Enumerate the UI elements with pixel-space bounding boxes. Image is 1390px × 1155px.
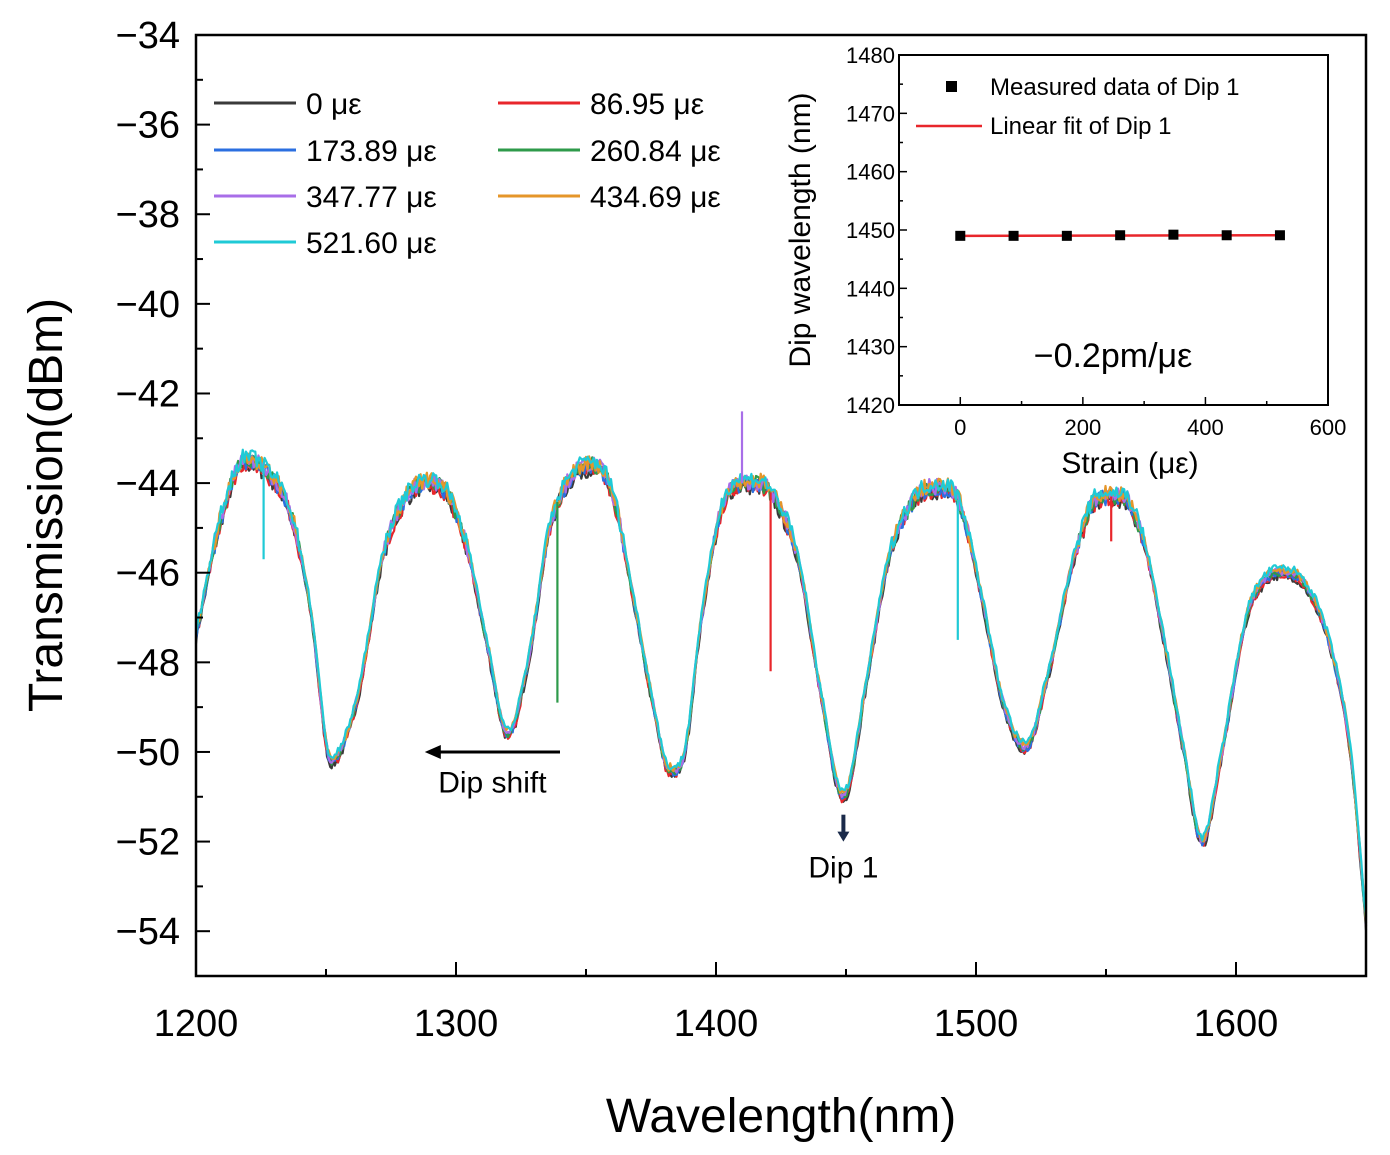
- inset-y-tick-label: 1450: [846, 218, 895, 243]
- main-y-tick-label: −54: [116, 911, 180, 953]
- inset-points: [955, 229, 1285, 241]
- spectra-group: [194, 448, 1368, 931]
- legend-label-4: 347.77 με: [306, 181, 437, 214]
- inset-data-point: [1221, 230, 1232, 241]
- main-y-tick-label: −38: [116, 194, 180, 236]
- spectrum-line: [194, 453, 1368, 918]
- inset-slope-annotation: −0.2pm/με: [1034, 337, 1193, 375]
- spectrum-line: [194, 454, 1368, 923]
- main-y-tick-label: −40: [116, 284, 180, 326]
- spectrum-line: [194, 451, 1368, 923]
- inset-data-point: [955, 230, 966, 241]
- main-x-ticks: 1200 1300 1400 1500 1600: [154, 962, 1279, 1045]
- dip-1-label: Dip 1: [808, 851, 878, 884]
- legend-label-6: 521.60 με: [306, 227, 437, 260]
- main-y-tick-label: −50: [116, 732, 180, 774]
- inset-y-tick-label: 1470: [846, 101, 895, 126]
- main-x-tick-label: 1400: [674, 1003, 759, 1045]
- inset-data-point: [1168, 229, 1179, 240]
- inset-legend-label-1: Linear fit of Dip 1: [990, 113, 1171, 140]
- dip-1-arrowhead: [837, 831, 850, 842]
- main-y-tick-label: −46: [116, 553, 180, 595]
- legend-label-1: 86.95 με: [590, 88, 704, 121]
- inset-x-tick-label: 0: [954, 415, 966, 440]
- inset-data-point: [1115, 230, 1126, 241]
- annotations: Dip shift Dip 1: [424, 744, 878, 884]
- main-y-ticks: −54 −52 −50 −48 −46 −44 −42 −40 −38 −36 −34: [116, 15, 210, 977]
- spectrum-line: [194, 448, 1368, 917]
- legend-label-5: 434.69 με: [590, 181, 721, 214]
- dip-shift-label: Dip shift: [438, 766, 547, 799]
- main-y-tick-label: −52: [116, 822, 180, 864]
- inset-legend-label-0: Measured data of Dip 1: [990, 74, 1239, 101]
- spectrum-line: [194, 455, 1368, 927]
- main-x-tick-label: 1300: [414, 1003, 499, 1045]
- dip-shift-arrowhead: [424, 744, 441, 759]
- main-y-tick-label: −34: [116, 15, 180, 57]
- spectrum-line: [194, 453, 1368, 926]
- main-plot: 1200 1300 1400 1500 1600 −54−52−50−48−46−44−…: [20, 15, 1368, 1143]
- inset-y-tick-label: 1480: [846, 43, 895, 68]
- main-legend: 0 με 86.95 με 173.89 με 260.84 με 347.77…: [214, 88, 721, 260]
- main-plot-frame: [194, 33, 1368, 978]
- inset-y-tick-label: 1440: [846, 276, 895, 301]
- inset-x-ticks: 0 200 400 600: [898, 397, 1347, 440]
- inset-y-tick-label: 1460: [846, 160, 895, 185]
- spectrum-line: [194, 458, 1368, 931]
- main-y-tick-label: −42: [116, 373, 180, 415]
- main-y-tick-label: −44: [116, 463, 180, 505]
- inset-legend-marker: [946, 81, 957, 92]
- inset-x-tick-label: 200: [1064, 415, 1101, 440]
- main-x-tick-label: 1200: [154, 1003, 239, 1045]
- inset-y-tick-label: 1430: [846, 335, 895, 360]
- legend-label-0: 0 με: [306, 88, 362, 121]
- main-x-axis-title: Wavelength(nm): [606, 1090, 956, 1143]
- main-y-tick-label: −48: [116, 642, 180, 684]
- inset-legend: Measured data of Dip 1 Linear fit of Dip…: [916, 74, 1239, 140]
- legend-label-3: 260.84 με: [590, 135, 721, 168]
- main-x-tick-label: 1500: [934, 1003, 1019, 1045]
- inset-x-axis-title: Strain (με): [1061, 447, 1198, 480]
- inset-y-axis-title: Dip wavelength (nm): [784, 92, 817, 367]
- inset-data-point: [1008, 230, 1019, 241]
- inset-y-tick-label: 1420: [846, 393, 895, 418]
- legend-label-2: 173.89 με: [306, 135, 437, 168]
- inset-x-tick-label: 400: [1187, 415, 1224, 440]
- inset-plot: 0 200 400 600 1420143014401450146014701480 …: [784, 43, 1346, 480]
- inset-plot-frame: [898, 54, 1329, 406]
- inset-x-tick-label: 600: [1310, 415, 1347, 440]
- main-y-tick-label: −36: [116, 105, 180, 147]
- inset-y-ticks: 1420 1430 1440 1450 1460 1470 1480: [846, 43, 907, 418]
- inset-data-point: [1274, 230, 1285, 241]
- main-y-axis-title: Transmission(dBm): [20, 298, 73, 712]
- spikes-group: [262, 411, 1113, 703]
- inset-data-point: [1061, 230, 1072, 241]
- main-x-tick-label: 1600: [1194, 1003, 1279, 1045]
